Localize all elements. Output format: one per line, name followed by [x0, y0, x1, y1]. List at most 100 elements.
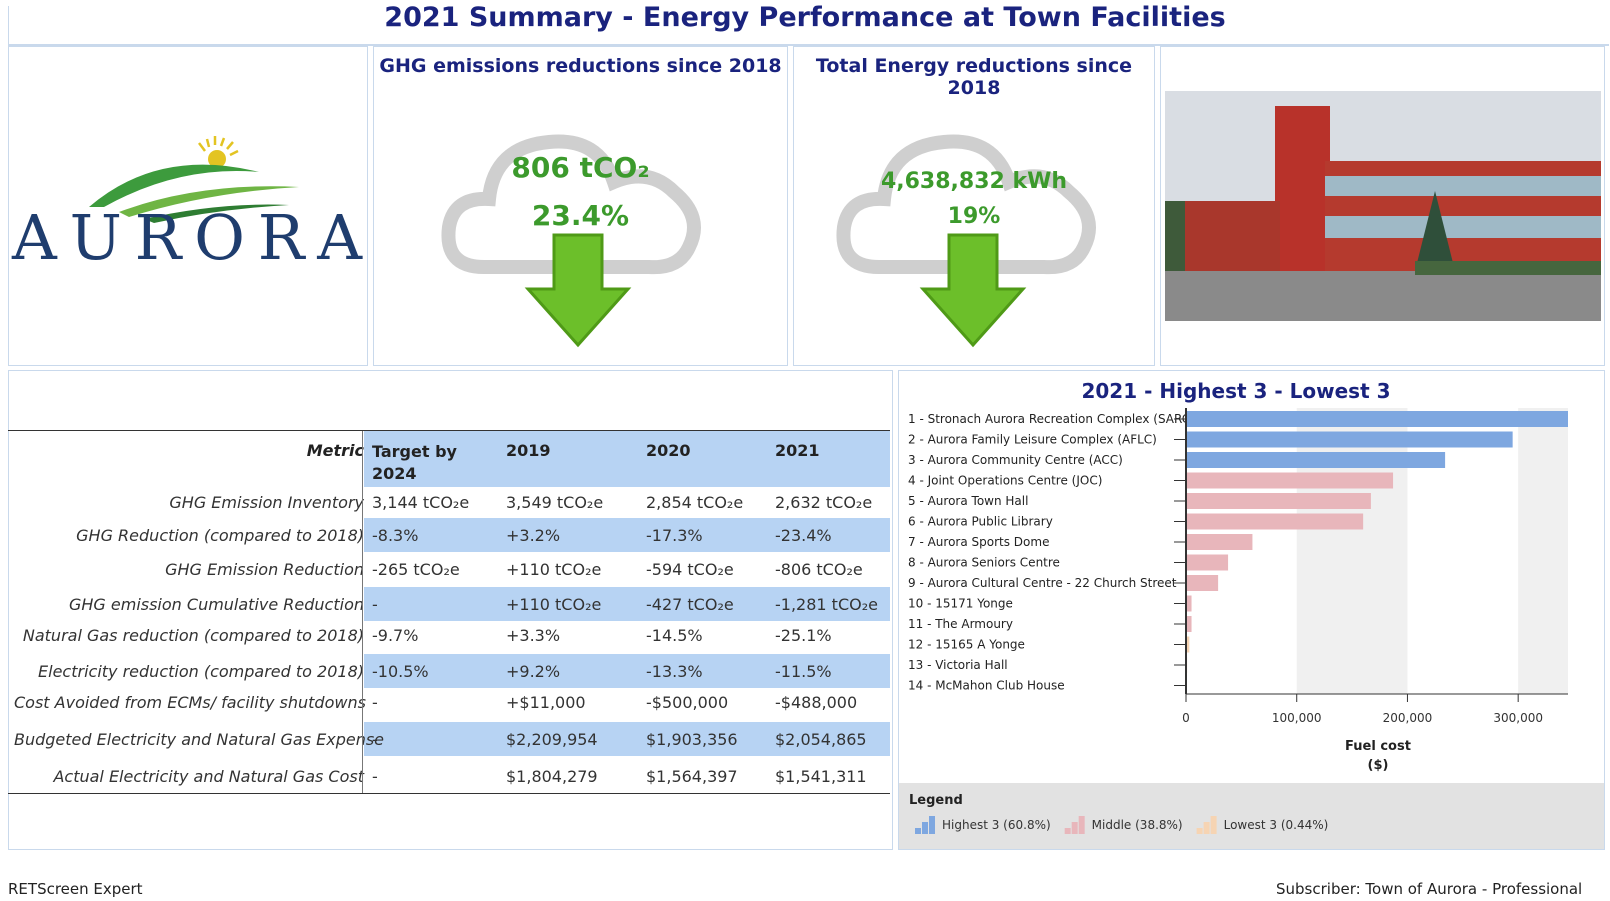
- table-cell: 3,549 tCO₂e: [506, 493, 604, 512]
- table-cell: -8.3%: [372, 526, 419, 545]
- footer-right: Subscriber: Town of Aurora - Professiona…: [1276, 880, 1583, 898]
- windows: [1325, 216, 1601, 238]
- x-tick-label: 200,000: [1383, 711, 1433, 725]
- cloud-graphic: [836, 134, 1096, 348]
- cloud-graphic: [441, 134, 701, 348]
- card-title: GHG emissions reductions since 2018: [379, 55, 782, 77]
- table-cell: $1,903,356: [646, 730, 738, 749]
- metric-label: GHG Emission Reduction: [165, 560, 364, 579]
- metric-label: Electricity reduction (compared to 2018): [38, 662, 364, 681]
- bar: [1186, 513, 1364, 530]
- table-cell: -: [372, 767, 378, 786]
- bar: [1186, 575, 1219, 591]
- bar: [1186, 411, 1568, 427]
- table-cell: -14.5%: [646, 626, 703, 645]
- ghg-percent: 23.4%: [531, 199, 630, 232]
- table-cell: -1,281 tCO₂e: [775, 595, 878, 614]
- table-cell: -427 tCO₂e: [646, 595, 734, 614]
- column-header: Metric: [306, 441, 364, 460]
- category-label: 2 - Aurora Family Leisure Complex (AFLC): [908, 433, 1157, 447]
- ghg-card: GHG emissions reductions since 2018 806 …: [373, 46, 788, 366]
- table-cell: $1,804,279: [506, 767, 598, 786]
- column-header: Target by 2024: [372, 442, 457, 483]
- category-label: 9 - Aurora Cultural Centre - 22 Church S…: [908, 576, 1177, 590]
- table-cell: +$11,000: [506, 693, 586, 712]
- legend-area: [899, 783, 1604, 849]
- tower: [1275, 106, 1330, 276]
- grid-band: [1296, 408, 1408, 694]
- table-cell: -10.5%: [372, 662, 429, 681]
- hedge: [1415, 261, 1601, 275]
- legend-label: Highest 3 (60.8%): [942, 818, 1051, 832]
- table-cell: 3,144 tCO₂e: [372, 493, 470, 512]
- metrics-table: Metric Target by 2024 2019 2020 2021 GHG Emis…: [8, 430, 890, 794]
- table-cell: -11.5%: [775, 662, 832, 681]
- table-cell: $1,541,311: [775, 767, 867, 786]
- column-header: 2020: [646, 441, 691, 460]
- table-cell: +9.2%: [506, 662, 561, 681]
- legend-swatch: [929, 816, 935, 834]
- table-cell: -265 tCO₂e: [372, 560, 460, 579]
- category-label: 11 - The Armoury: [908, 617, 1013, 631]
- table-cell: -: [372, 730, 378, 749]
- metric-label: GHG Reduction (compared to 2018): [76, 526, 364, 545]
- category-label: 12 - 15165 A Yonge: [908, 638, 1025, 652]
- column-header: 2019: [506, 441, 551, 460]
- bar: [1186, 472, 1394, 489]
- bar: [1186, 636, 1190, 653]
- column-divider: [362, 431, 363, 793]
- metric-label: Natural Gas reduction (compared to 2018): [22, 626, 364, 645]
- energy-card: Total Energy reductions since 2018 4,638…: [793, 46, 1155, 366]
- legend-swatch: [1064, 828, 1071, 834]
- table-cell: -$500,000: [646, 693, 729, 712]
- x-axis-label: Fuel cost: [1345, 739, 1411, 754]
- metric-label: Actual Electricity and Natural Gas Cost: [53, 767, 364, 786]
- chart-panel: [898, 370, 1605, 850]
- category-label: 8 - Aurora Seniors Centre: [908, 556, 1060, 570]
- logo: AURORA: [11, 136, 363, 274]
- row-band: [364, 587, 890, 621]
- legend-swatch: [1071, 822, 1078, 834]
- table-cell: $2,209,954: [506, 730, 598, 749]
- legend-swatch: [1203, 822, 1210, 834]
- table-cell: -23.4%: [775, 526, 832, 545]
- ghg-amount: 806 tCO₂: [511, 151, 650, 184]
- category-label: 7 - Aurora Sports Dome: [908, 535, 1049, 549]
- table-cell: -: [372, 595, 378, 614]
- metric-label: Budgeted Electricity and Natural Gas Exp…: [14, 730, 385, 749]
- legend-swatch: [1210, 816, 1217, 834]
- x-tick-label: 100,000: [1272, 711, 1322, 725]
- category-label: 14 - McMahon Club House: [908, 679, 1065, 693]
- table-cell: -594 tCO₂e: [646, 560, 734, 579]
- logo-panel: AURORA: [8, 46, 368, 366]
- x-tick-label: 300,000: [1493, 711, 1543, 725]
- table-cell: -9.7%: [372, 626, 419, 645]
- metric-label: GHG Emission Inventory: [169, 493, 364, 512]
- page-title: 2021 Summary - Energy Performance at Tow…: [384, 2, 1226, 33]
- swoosh: [89, 164, 259, 207]
- table-cell: +110 tCO₂e: [506, 595, 602, 614]
- table-cell: $1,564,397: [646, 767, 738, 786]
- bar: [1186, 534, 1253, 550]
- legend-swatch: [1196, 828, 1203, 834]
- bar: [1186, 595, 1192, 612]
- bar: [1186, 554, 1229, 571]
- category-label: 5 - Aurora Town Hall: [908, 494, 1028, 508]
- down-arrow: [524, 233, 632, 348]
- down-arrow: [919, 233, 1027, 348]
- grid-band: [1518, 408, 1568, 694]
- energy-amount: 4,638,832 kWh: [880, 169, 1068, 194]
- table-cell: -13.3%: [646, 662, 703, 681]
- table-cell: +3.3%: [506, 626, 561, 645]
- table-cell: -17.3%: [646, 526, 703, 545]
- column-header: 2021: [775, 441, 820, 460]
- table-cell: +3.2%: [506, 526, 561, 545]
- legend-swatch: [915, 828, 921, 834]
- photo: [1165, 91, 1601, 321]
- category-label: 13 - Victoria Hall: [908, 658, 1008, 672]
- row-band: [364, 518, 890, 552]
- metric-label: GHG emission Cumulative Reduction: [68, 595, 364, 614]
- bar: [1186, 493, 1371, 509]
